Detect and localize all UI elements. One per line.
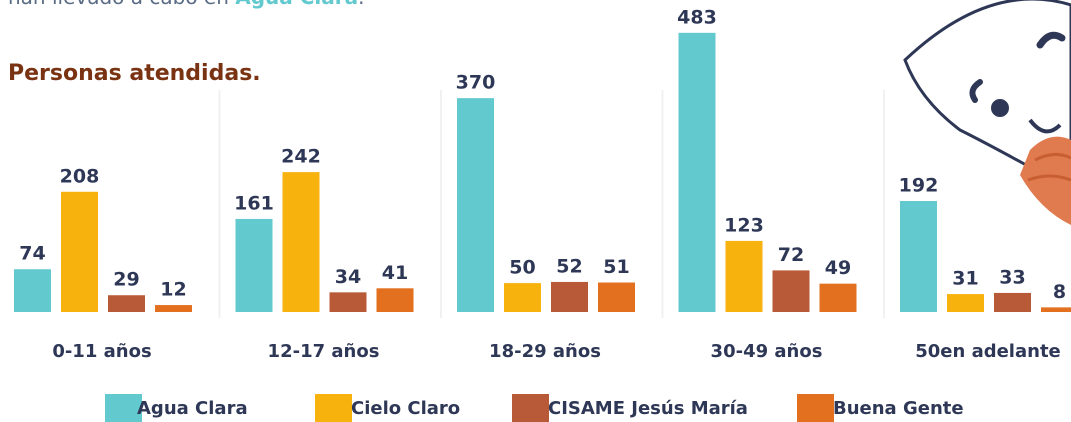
bar [1041,307,1071,312]
legend-swatch [512,394,549,422]
bar [330,292,367,312]
page: {"chart_data": {"type": "bar", "intro": … [0,0,1071,422]
value-label: 74 [19,243,45,265]
intro-end: . [358,0,364,9]
value-label: 51 [603,256,629,278]
bar [377,288,414,312]
bar [726,241,763,312]
value-label: 8 [1053,281,1066,303]
bar [61,192,98,312]
value-label: 192 [899,175,939,197]
value-label: 49 [825,257,851,279]
bar [504,283,541,312]
bar [155,305,192,312]
value-label: 31 [952,268,978,290]
legend-swatch [315,394,352,422]
bar [900,201,937,312]
value-label: 242 [281,146,321,168]
intro: han llevado a cabo en [8,0,235,9]
bar [551,282,588,312]
legend-label: Cielo Claro [351,398,460,419]
intro-highlight: Agua Clara [235,0,358,9]
value-label: 12 [160,279,186,301]
value-label: 29 [113,269,139,291]
bar [598,283,635,312]
value-label: 123 [724,214,764,236]
x-tick-label: 0-11 años [52,341,151,362]
intro-text: han llevado a cabo en Agua Clara. [8,0,365,9]
legend-label: Buena Gente [833,398,964,419]
chart-title: Personas atendidas. [8,61,261,86]
bar [14,269,51,312]
bar [283,172,320,312]
value-label: 50 [509,257,535,279]
value-label: 33 [999,266,1025,288]
chart: han llevado a cabo en Agua Clara. Person… [0,0,1071,422]
bar [108,295,145,312]
x-tick-label: 50en adelante [915,341,1061,362]
legend-label: CISAME Jesús María [548,398,748,419]
legend-swatch [797,394,834,422]
x-tick-label: 30-49 años [711,341,823,362]
bar [994,293,1031,312]
bar [820,284,857,312]
bar [773,270,810,312]
legend-label: Agua Clara [137,398,248,419]
value-label: 483 [677,6,717,28]
value-label: 34 [335,266,361,288]
bar [236,219,273,312]
value-label: 41 [382,262,408,284]
bar [679,33,716,312]
value-label: 161 [234,192,274,214]
value-label: 370 [456,72,496,94]
value-label: 208 [60,165,100,187]
x-tick-label: 18-29 años [489,341,601,362]
x-tick-label: 12-17 años [268,341,380,362]
value-label: 72 [778,244,804,266]
value-label: 52 [556,255,582,277]
bar [457,98,494,312]
bar [947,294,984,312]
